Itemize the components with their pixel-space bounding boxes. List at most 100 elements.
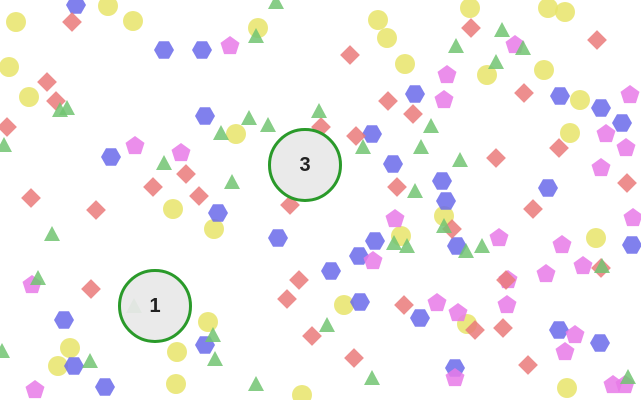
red-diamond (289, 270, 309, 290)
blue-hexagon (365, 232, 385, 250)
pink-pentagon (437, 65, 457, 84)
red-diamond (514, 83, 534, 103)
red-diamond (0, 117, 17, 137)
blue-hexagon (350, 293, 370, 311)
yellow-circle (19, 87, 39, 107)
red-diamond (176, 164, 196, 184)
red-diamond (62, 12, 82, 32)
blue-hexagon (612, 114, 632, 132)
red-diamond (81, 279, 101, 299)
yellow-circle (477, 65, 497, 85)
pink-pentagon (363, 251, 383, 270)
green-triangle (594, 258, 610, 273)
red-diamond (378, 91, 398, 111)
red-diamond (403, 104, 423, 124)
blue-hexagon (622, 236, 641, 254)
green-triangle (268, 0, 284, 9)
yellow-circle (434, 206, 454, 226)
red-diamond (394, 295, 414, 315)
yellow-circle (586, 228, 606, 248)
green-triangle (241, 110, 257, 125)
pink-pentagon (552, 235, 572, 254)
pink-pentagon (25, 380, 45, 399)
blue-hexagon (154, 41, 174, 59)
pink-pentagon (220, 36, 240, 55)
yellow-circle (198, 312, 218, 332)
green-triangle (30, 270, 46, 285)
green-triangle (620, 369, 636, 384)
green-triangle (452, 152, 468, 167)
red-diamond (189, 186, 209, 206)
yellow-circle (204, 219, 224, 239)
pink-pentagon (536, 264, 556, 283)
blue-hexagon (349, 247, 369, 265)
green-triangle (488, 54, 504, 69)
yellow-circle (166, 374, 186, 394)
red-diamond (277, 289, 297, 309)
red-diamond (387, 177, 407, 197)
blue-hexagon (54, 311, 74, 329)
green-triangle (260, 117, 276, 132)
green-triangle (386, 235, 402, 250)
green-triangle (474, 238, 490, 253)
green-triangle (0, 343, 10, 358)
green-triangle (224, 174, 240, 189)
pink-pentagon (555, 342, 575, 361)
blue-hexagon (208, 204, 228, 222)
blue-hexagon (432, 172, 452, 190)
blue-hexagon (66, 0, 86, 14)
red-diamond (21, 188, 41, 208)
pink-pentagon (591, 158, 611, 177)
pink-pentagon (434, 90, 454, 109)
red-diamond (340, 45, 360, 65)
pink-pentagon (620, 85, 640, 104)
yellow-circle (98, 0, 118, 16)
green-triangle (44, 226, 60, 241)
green-triangle (248, 376, 264, 391)
pink-pentagon (573, 256, 593, 275)
target-number: 1 (149, 295, 161, 317)
blue-hexagon (383, 155, 403, 173)
blue-hexagon (101, 148, 121, 166)
green-triangle (436, 218, 452, 233)
pink-pentagon (427, 293, 447, 312)
green-triangle (82, 353, 98, 368)
yellow-circle (123, 11, 143, 31)
yellow-circle (48, 356, 68, 376)
red-diamond (587, 30, 607, 50)
red-diamond (37, 72, 57, 92)
yellow-circle (555, 2, 575, 22)
pink-pentagon (385, 209, 405, 228)
blue-hexagon (436, 192, 456, 210)
green-triangle (213, 125, 229, 140)
red-diamond (461, 18, 481, 38)
green-triangle (0, 137, 12, 152)
blue-hexagon (195, 107, 215, 125)
numbered-target-3[interactable]: 3 (268, 128, 342, 202)
green-triangle (59, 100, 75, 115)
yellow-circle (377, 28, 397, 48)
pink-pentagon (489, 228, 509, 247)
green-triangle (311, 103, 327, 118)
green-triangle (319, 317, 335, 332)
pink-pentagon (445, 368, 465, 387)
numbered-target-1[interactable]: 1 (118, 269, 192, 343)
target-number: 3 (299, 154, 311, 176)
red-diamond (493, 318, 513, 338)
yellow-circle (570, 90, 590, 110)
pink-pentagon (497, 295, 517, 314)
yellow-circle (248, 18, 268, 38)
green-triangle (494, 22, 510, 37)
blue-hexagon (64, 357, 84, 375)
blue-hexagon (410, 309, 430, 327)
green-triangle (407, 183, 423, 198)
red-diamond (523, 199, 543, 219)
yellow-circle (538, 0, 558, 18)
blue-hexagon (591, 99, 611, 117)
pink-pentagon (448, 303, 468, 322)
yellow-circle (6, 12, 26, 32)
green-triangle (413, 139, 429, 154)
green-triangle (515, 40, 531, 55)
pink-pentagon (596, 124, 616, 143)
